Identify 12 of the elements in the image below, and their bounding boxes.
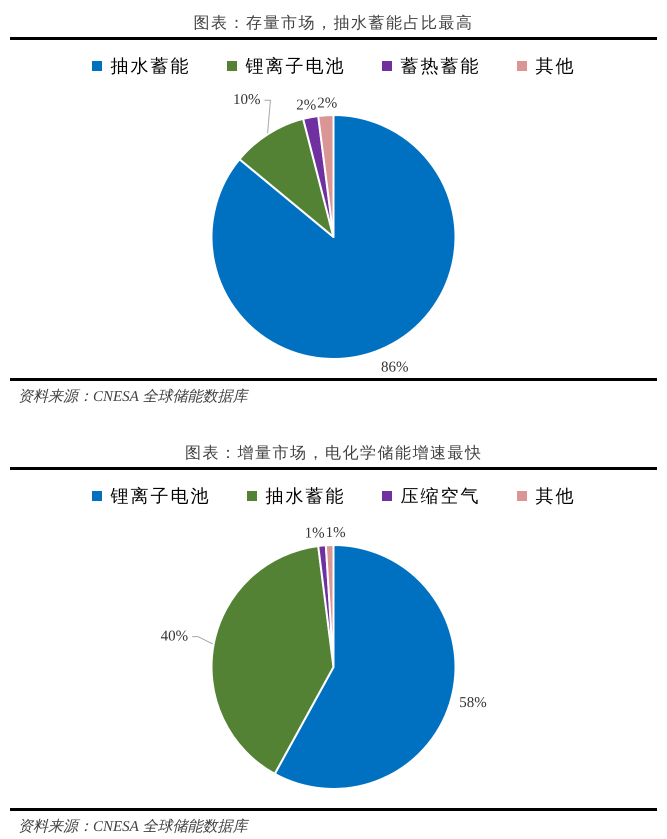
legend-label: 抽水蓄能 [266,485,346,508]
legend-label: 蓄热蓄能 [400,55,480,78]
text: 资料来源：CNESA 全球储能数据库 [18,818,248,836]
legend-label: 锂离子电池 [110,485,210,508]
chart-title: 图表：增量市场，电化学储能增速最快 [184,444,484,464]
text: 资料来源：CNESA 全球储能数据库 [18,388,248,406]
legend-label: 抽水蓄能 [110,55,190,78]
legend-label: 其他 [536,55,576,78]
legend-label: 其他 [536,485,576,508]
chart-title: 图表：存量市场，抽水蓄能占比最高 [192,14,474,34]
legend-label: 锂离子电池 [246,55,346,78]
legend-label: 压缩空气 [400,485,480,508]
